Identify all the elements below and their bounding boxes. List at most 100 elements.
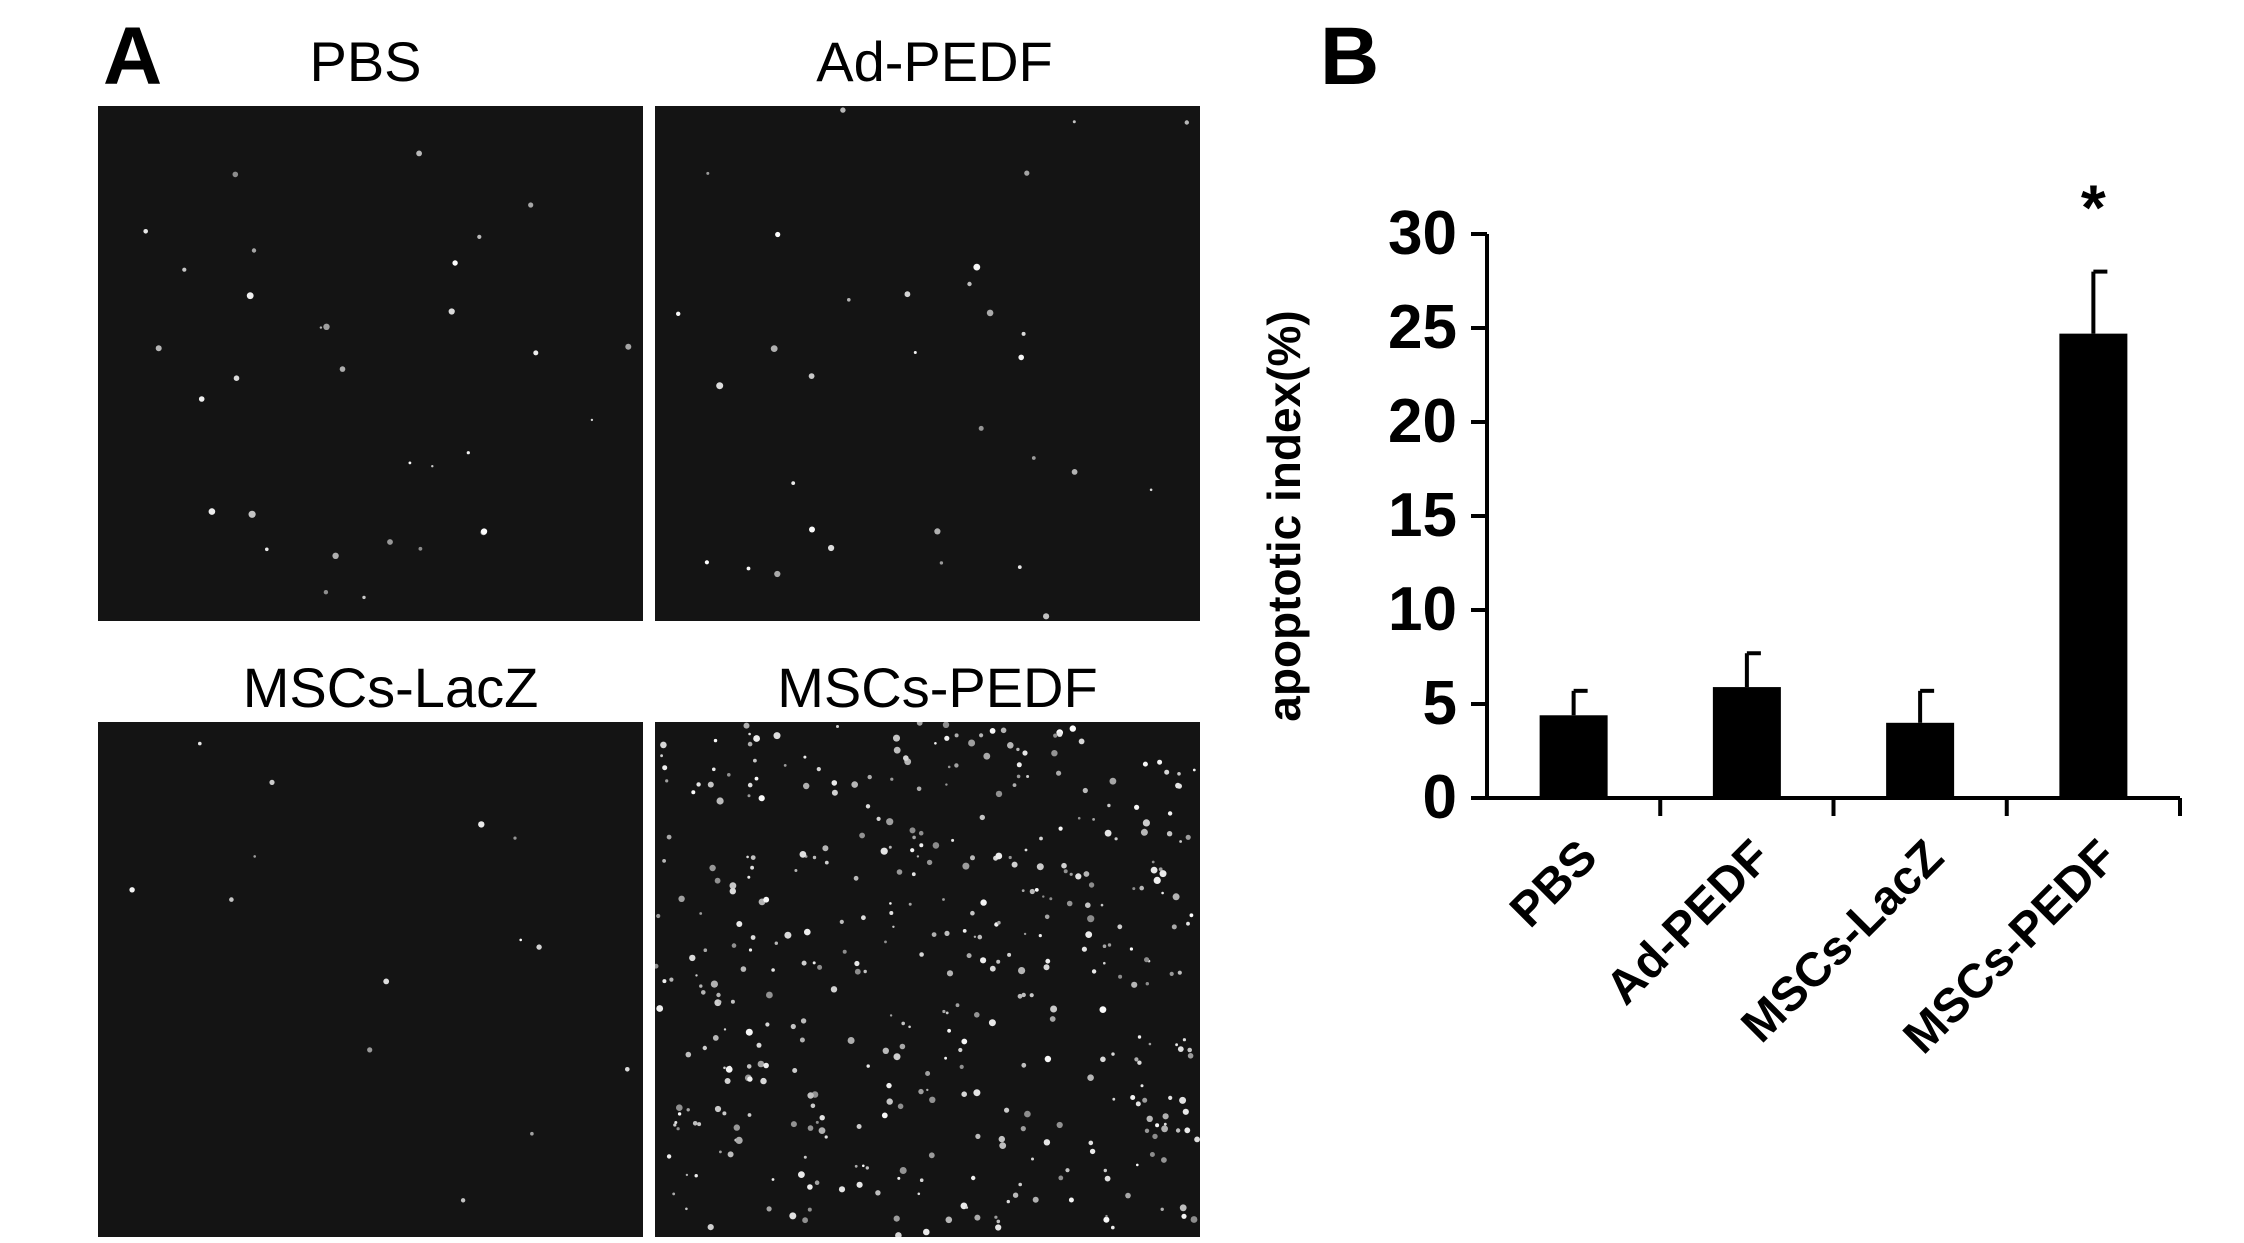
micrograph-label-pbs: PBS bbox=[309, 30, 422, 93]
signal-dot bbox=[1082, 787, 1088, 794]
signal-dot bbox=[997, 920, 1001, 925]
signal-dot bbox=[718, 1000, 722, 1004]
signal-dot bbox=[677, 1112, 682, 1116]
signal-dot bbox=[685, 1173, 689, 1177]
signal-dot bbox=[1050, 1005, 1058, 1013]
signal-dot bbox=[893, 734, 900, 742]
signal-dot bbox=[697, 1122, 702, 1127]
signal-dot bbox=[988, 1019, 996, 1027]
signal-dot bbox=[1136, 1163, 1139, 1167]
signal-dot bbox=[856, 1181, 863, 1188]
signal-dot bbox=[1049, 897, 1053, 901]
signal-dot bbox=[1182, 1108, 1189, 1115]
signal-dot bbox=[986, 309, 994, 317]
signal-dot bbox=[999, 1142, 1007, 1149]
signal-dot bbox=[923, 1228, 930, 1236]
signal-dot bbox=[899, 1167, 907, 1174]
signal-dot bbox=[863, 969, 867, 974]
signal-dot bbox=[1021, 1062, 1027, 1068]
signal-dot bbox=[979, 733, 984, 738]
signal-dot bbox=[1139, 885, 1144, 891]
signal-dot bbox=[1181, 1213, 1187, 1219]
signal-dot bbox=[695, 974, 698, 977]
signal-dot bbox=[733, 1124, 740, 1131]
signal-dot bbox=[1029, 993, 1034, 998]
signal-dot bbox=[662, 979, 667, 984]
signal-dot bbox=[978, 425, 984, 431]
signal-dot bbox=[731, 943, 737, 948]
signal-dot bbox=[942, 1009, 946, 1014]
micrograph-label-ad-pedf: Ad-PEDF bbox=[816, 30, 1053, 93]
signal-dot bbox=[973, 1089, 981, 1097]
signal-dot bbox=[1107, 803, 1111, 808]
signal-dot bbox=[1024, 170, 1030, 176]
signal-dot bbox=[477, 234, 482, 239]
signal-dot bbox=[716, 382, 724, 390]
signal-dot bbox=[1081, 946, 1087, 952]
bar-mscs-pedf bbox=[2059, 333, 2128, 798]
signal-dot bbox=[901, 1021, 905, 1026]
signal-dot bbox=[790, 1023, 796, 1030]
signal-dot bbox=[248, 510, 256, 518]
signal-dot bbox=[1105, 1214, 1108, 1218]
signal-dot bbox=[660, 754, 663, 758]
signal-dot bbox=[478, 821, 485, 828]
signal-dot bbox=[839, 919, 844, 924]
signal-dot bbox=[847, 1037, 855, 1044]
signal-dot bbox=[696, 782, 701, 787]
signal-dot bbox=[1016, 762, 1022, 768]
signal-dot bbox=[747, 1076, 753, 1082]
signal-dot bbox=[822, 845, 829, 852]
signal-dot bbox=[1102, 944, 1107, 948]
signal-dot bbox=[1137, 1035, 1142, 1039]
signal-dot bbox=[889, 902, 892, 905]
signal-dot bbox=[676, 1127, 680, 1131]
signal-dot bbox=[246, 292, 254, 300]
signal-dot bbox=[704, 560, 709, 565]
signal-dot bbox=[1103, 1216, 1110, 1223]
signal-dot bbox=[155, 345, 162, 352]
signal-dot bbox=[897, 1103, 904, 1110]
signal-dot bbox=[865, 804, 871, 809]
signal-dot bbox=[709, 864, 716, 872]
bar-pbs bbox=[1539, 715, 1608, 798]
signal-dot bbox=[1107, 943, 1112, 947]
signal-dot bbox=[867, 774, 872, 780]
signal-dot bbox=[712, 767, 716, 772]
signal-dot bbox=[662, 765, 668, 771]
signal-dot bbox=[918, 830, 924, 836]
signal-dot bbox=[673, 1123, 677, 1127]
signal-dot bbox=[1109, 777, 1117, 785]
signal-dot bbox=[1068, 1197, 1074, 1203]
signal-dot bbox=[1016, 774, 1021, 779]
signal-dot bbox=[528, 202, 534, 208]
signal-dot bbox=[1006, 1199, 1010, 1204]
signal-dot bbox=[323, 323, 330, 330]
signal-dot bbox=[747, 782, 753, 788]
signal-dot bbox=[916, 722, 923, 726]
signal-dot bbox=[774, 941, 778, 945]
signal-dot bbox=[771, 1178, 775, 1181]
signal-dot bbox=[925, 1071, 931, 1076]
signal-dot bbox=[1063, 869, 1068, 874]
signal-dot bbox=[1190, 1216, 1198, 1223]
signal-dot bbox=[774, 570, 781, 578]
micrograph-mscs-lacz bbox=[98, 722, 643, 1237]
signal-dot bbox=[1163, 1122, 1167, 1126]
signal-dot bbox=[232, 171, 239, 178]
signal-dot bbox=[1130, 1095, 1136, 1100]
signal-dot bbox=[865, 1166, 869, 1170]
signal-dot bbox=[1077, 816, 1081, 820]
signal-dot bbox=[928, 1152, 935, 1159]
signal-dot bbox=[817, 964, 823, 970]
signal-dot bbox=[908, 1025, 911, 1029]
signal-dot bbox=[716, 992, 721, 998]
signal-dot bbox=[1024, 1110, 1031, 1118]
signal-dot bbox=[1160, 1207, 1164, 1211]
signal-dot bbox=[1018, 1182, 1022, 1187]
signal-dot bbox=[707, 1224, 714, 1231]
signal-dot bbox=[838, 1186, 846, 1193]
signal-dot bbox=[893, 746, 901, 754]
signal-dot bbox=[694, 1174, 698, 1178]
signal-dot bbox=[1152, 1133, 1158, 1140]
